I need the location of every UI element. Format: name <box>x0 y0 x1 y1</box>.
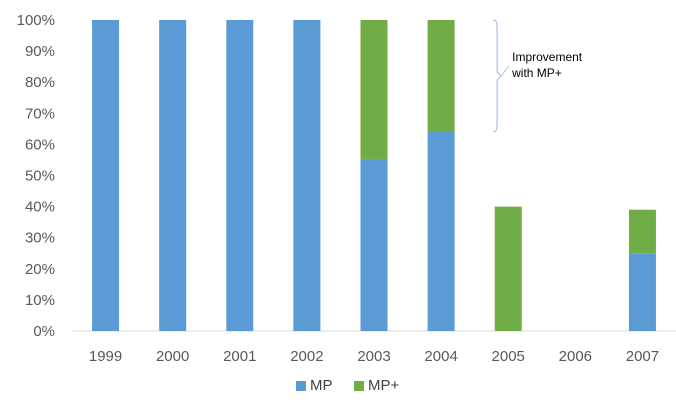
y-tick-label: 20% <box>25 261 55 278</box>
bar-mp-plus-2005 <box>494 206 522 331</box>
improvement-annotation: Improvement with MP+ <box>493 19 583 133</box>
legend: MP MP+ <box>296 377 400 394</box>
annotation-text-line-2: with MP+ <box>511 66 562 80</box>
x-tick-label: 2004 <box>424 348 457 365</box>
legend-label-mp-plus: MP+ <box>368 377 400 394</box>
annotation-pointer <box>500 65 510 77</box>
x-tick-label: 2005 <box>492 348 525 365</box>
x-tick-label: 2006 <box>559 348 592 365</box>
bar-mp-plus-2003 <box>360 20 388 160</box>
bar-mp-plus-2007 <box>628 209 656 254</box>
y-tick-label: 10% <box>25 292 55 309</box>
bar-mp-2003 <box>360 159 388 331</box>
bar-mp-2002 <box>293 20 321 331</box>
y-tick-label: 30% <box>25 230 55 247</box>
bar-mp-1999 <box>92 20 120 331</box>
x-tick-label: 2001 <box>223 348 256 365</box>
bar-mp-plus-2004 <box>427 20 455 132</box>
legend-label-mp: MP <box>310 377 333 394</box>
x-axis-ticks: 1999 2000 2001 2002 2003 2004 2005 2006 2007 <box>89 348 659 365</box>
bars <box>92 20 656 331</box>
y-tick-label: 50% <box>25 168 55 185</box>
y-tick-label: 40% <box>25 199 55 216</box>
y-tick-label: 70% <box>25 105 55 122</box>
annotation-text-line-1: Improvement <box>512 50 583 64</box>
y-axis-ticks: 0% 10% 20% 30% 40% 50% 60% 70% 80% 90% 100% <box>17 12 55 340</box>
y-tick-label: 100% <box>17 12 55 29</box>
y-tick-label: 80% <box>25 74 55 91</box>
bar-mp-2004 <box>427 131 455 331</box>
y-tick-label: 60% <box>25 136 55 153</box>
y-tick-label: 90% <box>25 43 55 60</box>
bar-mp-2000 <box>159 20 187 331</box>
x-tick-label: 1999 <box>89 348 122 365</box>
y-tick-label: 0% <box>33 323 55 340</box>
annotation-brace <box>493 19 502 133</box>
legend-swatch-mp-plus <box>354 381 364 391</box>
x-tick-label: 2000 <box>156 348 189 365</box>
x-tick-label: 2002 <box>290 348 323 365</box>
bar-mp-2007 <box>628 253 656 331</box>
x-tick-label: 2003 <box>357 348 390 365</box>
x-tick-label: 2007 <box>626 348 659 365</box>
legend-swatch-mp <box>296 381 306 391</box>
bar-mp-2001 <box>226 20 254 331</box>
